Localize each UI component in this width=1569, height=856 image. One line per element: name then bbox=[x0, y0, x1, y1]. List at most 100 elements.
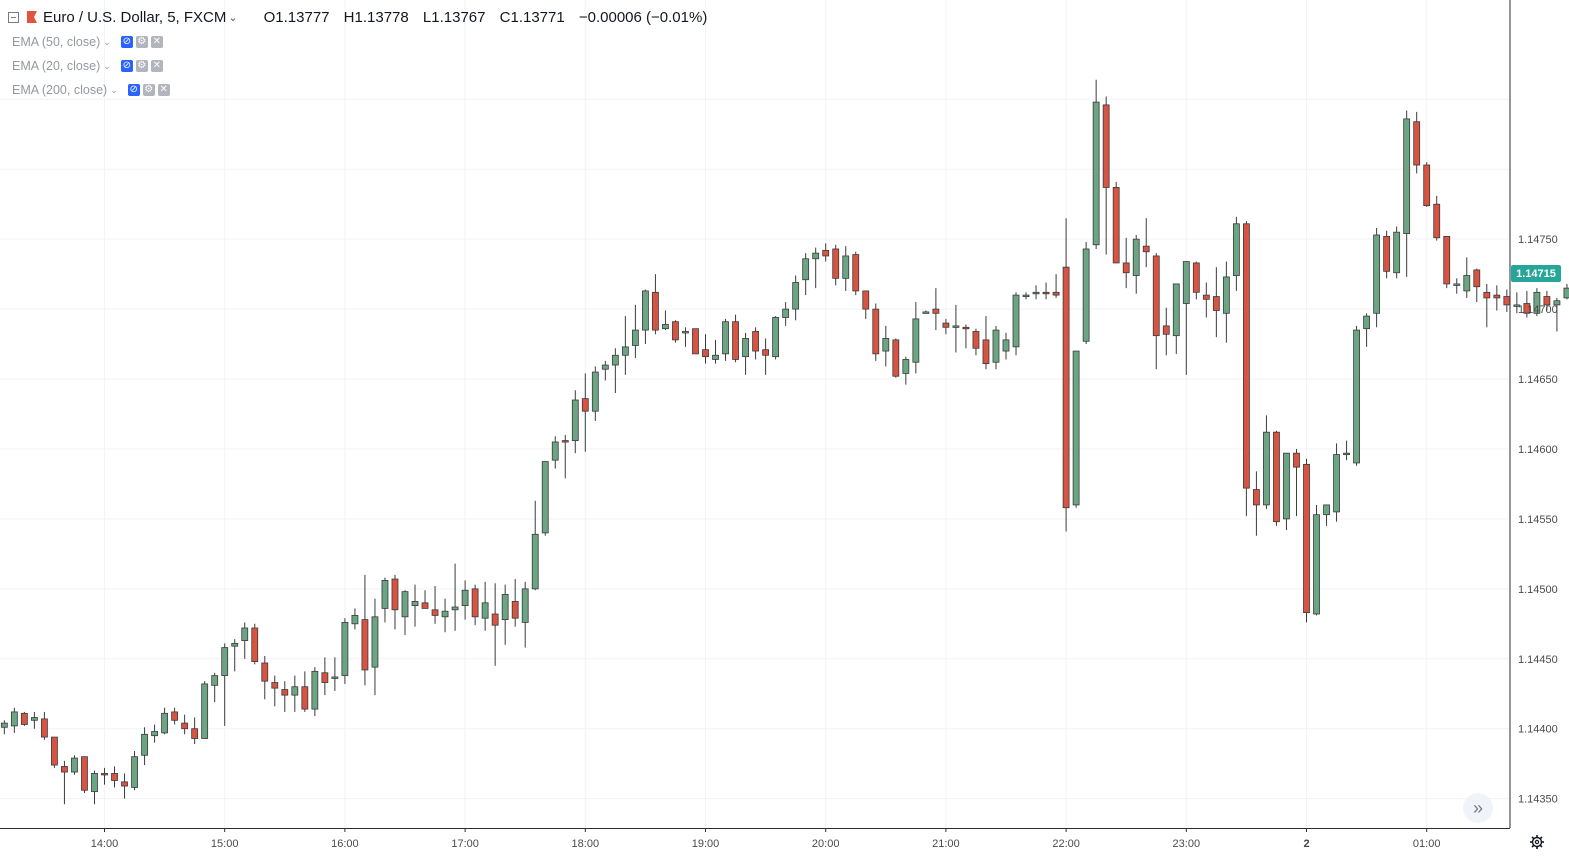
candle-body bbox=[722, 321, 729, 355]
candle bbox=[762, 338, 769, 375]
candle bbox=[10, 707, 18, 733]
candle bbox=[1363, 313, 1370, 347]
candle bbox=[301, 671, 309, 712]
candle-body bbox=[601, 364, 609, 370]
close-icon[interactable]: ✕ bbox=[157, 84, 170, 96]
candle-body bbox=[1032, 291, 1040, 295]
candle-body bbox=[1182, 261, 1190, 304]
candle bbox=[191, 717, 199, 745]
candle-body bbox=[1283, 452, 1290, 520]
candle bbox=[241, 622, 249, 659]
price-tick-label: 1.14500 bbox=[1518, 584, 1558, 596]
candle bbox=[1563, 283, 1569, 300]
candle bbox=[1533, 288, 1541, 317]
candle-body bbox=[902, 359, 910, 374]
indicator-ema-20[interactable]: EMA (20, close) ⌄ ⊘ ⚙ ✕ bbox=[12, 57, 166, 75]
candle bbox=[1212, 267, 1220, 338]
candle-body bbox=[772, 317, 780, 358]
hide-icon[interactable]: ⊘ bbox=[120, 60, 133, 72]
candle bbox=[882, 325, 890, 367]
candle bbox=[311, 667, 319, 717]
price-axis[interactable]: 1.14750 1.14700 1.14650 1.14600 1.14550 1.145… bbox=[1518, 234, 1558, 805]
candle-body bbox=[1192, 262, 1200, 293]
scroll-to-realtime-button[interactable]: » bbox=[1463, 793, 1493, 823]
candle-body bbox=[1353, 329, 1360, 464]
candle bbox=[1553, 297, 1561, 332]
hide-icon[interactable]: ⊘ bbox=[120, 36, 133, 48]
candle bbox=[321, 657, 329, 696]
time-tick-label: 22:00 bbox=[1052, 838, 1080, 850]
candle bbox=[1202, 282, 1210, 318]
candle bbox=[151, 724, 158, 743]
hide-icon[interactable]: ⊘ bbox=[127, 84, 140, 96]
candle bbox=[271, 675, 279, 707]
close-icon[interactable]: ✕ bbox=[150, 60, 163, 72]
gear-icon[interactable] bbox=[1526, 831, 1548, 853]
indicator-ema-50[interactable]: EMA (50, close) ⌄ ⊘ ⚙ ✕ bbox=[12, 33, 166, 51]
candle-body bbox=[631, 329, 639, 346]
candle bbox=[1313, 504, 1320, 616]
candle bbox=[501, 584, 509, 645]
candle-body bbox=[191, 728, 199, 739]
candle-body bbox=[1543, 296, 1551, 306]
candle bbox=[291, 675, 299, 712]
candle-body bbox=[161, 712, 169, 734]
candle-body bbox=[782, 308, 790, 318]
candle-body bbox=[692, 328, 699, 355]
gear-icon[interactable]: ⚙ bbox=[135, 60, 148, 72]
candle-body bbox=[301, 686, 309, 710]
time-axis[interactable]: 14:00 15:00 16:00 17:00 18:00 19:00 20:00 21:00… bbox=[91, 828, 1441, 850]
candle-body bbox=[912, 318, 920, 363]
candle-body bbox=[812, 252, 820, 260]
candle-body bbox=[521, 588, 529, 623]
candle bbox=[1082, 241, 1090, 345]
candle bbox=[1403, 110, 1411, 277]
candle bbox=[181, 714, 189, 735]
gear-icon[interactable]: ⚙ bbox=[135, 36, 148, 48]
candle bbox=[521, 581, 529, 648]
candle-body bbox=[892, 339, 900, 377]
indicator-ema-200[interactable]: EMA (200, close) ⌄ ⊘ ⚙ ✕ bbox=[12, 81, 173, 99]
chevron-down-icon[interactable]: ⌄ bbox=[228, 11, 238, 24]
chevron-down-icon[interactable]: ⌄ bbox=[103, 36, 111, 47]
candle bbox=[1182, 261, 1190, 375]
price-tick-label: 1.14700 bbox=[1518, 304, 1558, 316]
candle bbox=[642, 289, 649, 345]
candle-body bbox=[1112, 187, 1120, 264]
close-icon[interactable]: ✕ bbox=[150, 36, 163, 48]
candle-body bbox=[1443, 235, 1451, 285]
candle bbox=[1192, 261, 1200, 300]
candle bbox=[1162, 307, 1170, 356]
candle bbox=[1463, 257, 1471, 298]
candle bbox=[662, 310, 669, 331]
time-tick-label: 18:00 bbox=[572, 838, 600, 850]
candle-body bbox=[1373, 234, 1381, 314]
candle-body bbox=[211, 675, 219, 686]
candle bbox=[1012, 292, 1020, 356]
candle bbox=[331, 657, 339, 691]
candle bbox=[20, 711, 28, 726]
candle-body bbox=[1393, 231, 1401, 274]
candle-body bbox=[652, 291, 659, 331]
candle-body bbox=[201, 683, 209, 739]
collapse-icon[interactable] bbox=[8, 11, 19, 23]
candle-body bbox=[441, 610, 449, 618]
candle-body bbox=[702, 349, 709, 358]
open-value: O1.13777 bbox=[263, 8, 330, 26]
candle bbox=[982, 316, 990, 370]
candle-body bbox=[151, 731, 158, 737]
chevron-down-icon[interactable]: ⌄ bbox=[103, 60, 111, 71]
gear-icon[interactable]: ⚙ bbox=[142, 84, 155, 96]
candle-body bbox=[1052, 291, 1060, 296]
candle-body bbox=[942, 322, 950, 328]
candle-body bbox=[121, 781, 128, 787]
candle bbox=[702, 334, 709, 364]
candle bbox=[1132, 234, 1140, 294]
candle bbox=[221, 643, 229, 726]
symbol-title[interactable]: Euro / U.S. Dollar, 5, FXCM bbox=[43, 8, 227, 26]
candle bbox=[141, 727, 148, 766]
candle-body bbox=[1012, 294, 1020, 348]
candle-body bbox=[291, 686, 299, 696]
chevron-down-icon[interactable]: ⌄ bbox=[110, 84, 118, 95]
